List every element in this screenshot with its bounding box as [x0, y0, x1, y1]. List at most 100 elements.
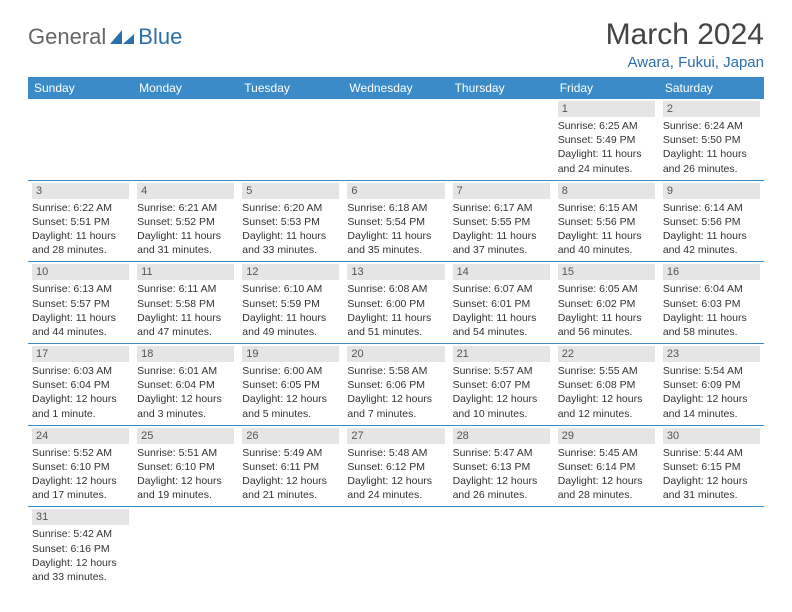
daylight-line-1: Daylight: 11 hours: [242, 311, 339, 325]
sunrise-line: Sunrise: 6:05 AM: [558, 282, 655, 296]
daylight-line-2: and 21 minutes.: [242, 488, 339, 502]
daylight-line-2: and 54 minutes.: [453, 325, 550, 339]
calendar-cell: [343, 99, 448, 180]
cell-inner: 4Sunrise: 6:21 AMSunset: 5:52 PMDaylight…: [133, 181, 238, 262]
calendar-cell: [343, 507, 448, 588]
daylight-line-1: Daylight: 12 hours: [453, 392, 550, 406]
daylight-line-1: Daylight: 11 hours: [137, 229, 234, 243]
cell-inner: 8Sunrise: 6:15 AMSunset: 5:56 PMDaylight…: [554, 181, 659, 262]
weekday-header: Sunday: [28, 77, 133, 99]
calendar-cell: 3Sunrise: 6:22 AMSunset: 5:51 PMDaylight…: [28, 180, 133, 262]
calendar-cell: 28Sunrise: 5:47 AMSunset: 6:13 PMDayligh…: [449, 425, 554, 507]
calendar-page: General Blue March 2024 Awara, Fukui, Ja…: [0, 0, 792, 606]
daylight-line-2: and 28 minutes.: [32, 243, 129, 257]
daylight-line-2: and 31 minutes.: [663, 488, 760, 502]
day-number: 29: [558, 428, 655, 444]
daylight-line-2: and 17 minutes.: [32, 488, 129, 502]
day-number: 6: [347, 183, 444, 199]
daylight-line-2: and 14 minutes.: [663, 407, 760, 421]
daylight-line-1: Daylight: 11 hours: [558, 147, 655, 161]
day-number: 19: [242, 346, 339, 362]
calendar-cell: [238, 99, 343, 180]
daylight-line-2: and 26 minutes.: [453, 488, 550, 502]
sunrise-line: Sunrise: 6:14 AM: [663, 201, 760, 215]
calendar-cell: [449, 507, 554, 588]
daylight-line-2: and 10 minutes.: [453, 407, 550, 421]
brand-part1: General: [28, 24, 106, 50]
calendar-cell: 10Sunrise: 6:13 AMSunset: 5:57 PMDayligh…: [28, 262, 133, 344]
day-number: 5: [242, 183, 339, 199]
weekday-header-row: SundayMondayTuesdayWednesdayThursdayFrid…: [28, 77, 764, 99]
sunrise-line: Sunrise: 5:44 AM: [663, 446, 760, 460]
daylight-line-2: and 56 minutes.: [558, 325, 655, 339]
day-number: 31: [32, 509, 129, 525]
daylight-line-1: Daylight: 11 hours: [453, 311, 550, 325]
day-number: 3: [32, 183, 129, 199]
day-number: 25: [137, 428, 234, 444]
daylight-line-1: Daylight: 11 hours: [137, 311, 234, 325]
day-number: 13: [347, 264, 444, 280]
daylight-line-2: and 1 minute.: [32, 407, 129, 421]
calendar-row: 10Sunrise: 6:13 AMSunset: 5:57 PMDayligh…: [28, 262, 764, 344]
daylight-line-2: and 40 minutes.: [558, 243, 655, 257]
cell-inner: 24Sunrise: 5:52 AMSunset: 6:10 PMDayligh…: [28, 426, 133, 507]
calendar-cell: 9Sunrise: 6:14 AMSunset: 5:56 PMDaylight…: [659, 180, 764, 262]
daylight-line-2: and 5 minutes.: [242, 407, 339, 421]
daylight-line-1: Daylight: 12 hours: [242, 392, 339, 406]
cell-inner: 3Sunrise: 6:22 AMSunset: 5:51 PMDaylight…: [28, 181, 133, 262]
cell-inner: 19Sunrise: 6:00 AMSunset: 6:05 PMDayligh…: [238, 344, 343, 425]
sunrise-line: Sunrise: 6:17 AM: [453, 201, 550, 215]
daylight-line-1: Daylight: 12 hours: [347, 392, 444, 406]
day-number: 4: [137, 183, 234, 199]
daylight-line-2: and 33 minutes.: [242, 243, 339, 257]
cell-inner: 25Sunrise: 5:51 AMSunset: 6:10 PMDayligh…: [133, 426, 238, 507]
sunrise-line: Sunrise: 5:48 AM: [347, 446, 444, 460]
day-number: 20: [347, 346, 444, 362]
calendar-cell: 31Sunrise: 5:42 AMSunset: 6:16 PMDayligh…: [28, 507, 133, 588]
calendar-cell: 13Sunrise: 6:08 AMSunset: 6:00 PMDayligh…: [343, 262, 448, 344]
calendar-cell: 19Sunrise: 6:00 AMSunset: 6:05 PMDayligh…: [238, 344, 343, 426]
daylight-line-1: Daylight: 11 hours: [32, 311, 129, 325]
daylight-line-2: and 51 minutes.: [347, 325, 444, 339]
sunrise-line: Sunrise: 6:24 AM: [663, 119, 760, 133]
sunrise-line: Sunrise: 6:13 AM: [32, 282, 129, 296]
daylight-line-2: and 31 minutes.: [137, 243, 234, 257]
calendar-cell: 25Sunrise: 5:51 AMSunset: 6:10 PMDayligh…: [133, 425, 238, 507]
sunset-line: Sunset: 5:55 PM: [453, 215, 550, 229]
day-number: 1: [558, 101, 655, 117]
cell-inner: 17Sunrise: 6:03 AMSunset: 6:04 PMDayligh…: [28, 344, 133, 425]
calendar-row: 3Sunrise: 6:22 AMSunset: 5:51 PMDaylight…: [28, 180, 764, 262]
sunrise-line: Sunrise: 5:57 AM: [453, 364, 550, 378]
day-number: 9: [663, 183, 760, 199]
calendar-cell: 22Sunrise: 5:55 AMSunset: 6:08 PMDayligh…: [554, 344, 659, 426]
daylight-line-2: and 26 minutes.: [663, 162, 760, 176]
day-number: 16: [663, 264, 760, 280]
calendar-cell: [449, 99, 554, 180]
daylight-line-2: and 24 minutes.: [347, 488, 444, 502]
sunset-line: Sunset: 6:05 PM: [242, 378, 339, 392]
sunset-line: Sunset: 6:15 PM: [663, 460, 760, 474]
cell-inner: 30Sunrise: 5:44 AMSunset: 6:15 PMDayligh…: [659, 426, 764, 507]
sunset-line: Sunset: 6:06 PM: [347, 378, 444, 392]
day-number: 28: [453, 428, 550, 444]
cell-inner: 14Sunrise: 6:07 AMSunset: 6:01 PMDayligh…: [449, 262, 554, 343]
weekday-header: Monday: [133, 77, 238, 99]
sunrise-line: Sunrise: 6:03 AM: [32, 364, 129, 378]
daylight-line-1: Daylight: 11 hours: [347, 229, 444, 243]
cell-inner: 5Sunrise: 6:20 AMSunset: 5:53 PMDaylight…: [238, 181, 343, 262]
daylight-line-2: and 7 minutes.: [347, 407, 444, 421]
sunrise-line: Sunrise: 5:47 AM: [453, 446, 550, 460]
sunset-line: Sunset: 6:13 PM: [453, 460, 550, 474]
calendar-cell: 7Sunrise: 6:17 AMSunset: 5:55 PMDaylight…: [449, 180, 554, 262]
calendar-cell: 15Sunrise: 6:05 AMSunset: 6:02 PMDayligh…: [554, 262, 659, 344]
sunset-line: Sunset: 5:49 PM: [558, 133, 655, 147]
cell-inner: 15Sunrise: 6:05 AMSunset: 6:02 PMDayligh…: [554, 262, 659, 343]
calendar-cell: 20Sunrise: 5:58 AMSunset: 6:06 PMDayligh…: [343, 344, 448, 426]
cell-inner: 22Sunrise: 5:55 AMSunset: 6:08 PMDayligh…: [554, 344, 659, 425]
cell-inner: 9Sunrise: 6:14 AMSunset: 5:56 PMDaylight…: [659, 181, 764, 262]
calendar-cell: [28, 99, 133, 180]
day-number: 18: [137, 346, 234, 362]
daylight-line-1: Daylight: 11 hours: [558, 229, 655, 243]
sunrise-line: Sunrise: 5:54 AM: [663, 364, 760, 378]
sunset-line: Sunset: 6:09 PM: [663, 378, 760, 392]
